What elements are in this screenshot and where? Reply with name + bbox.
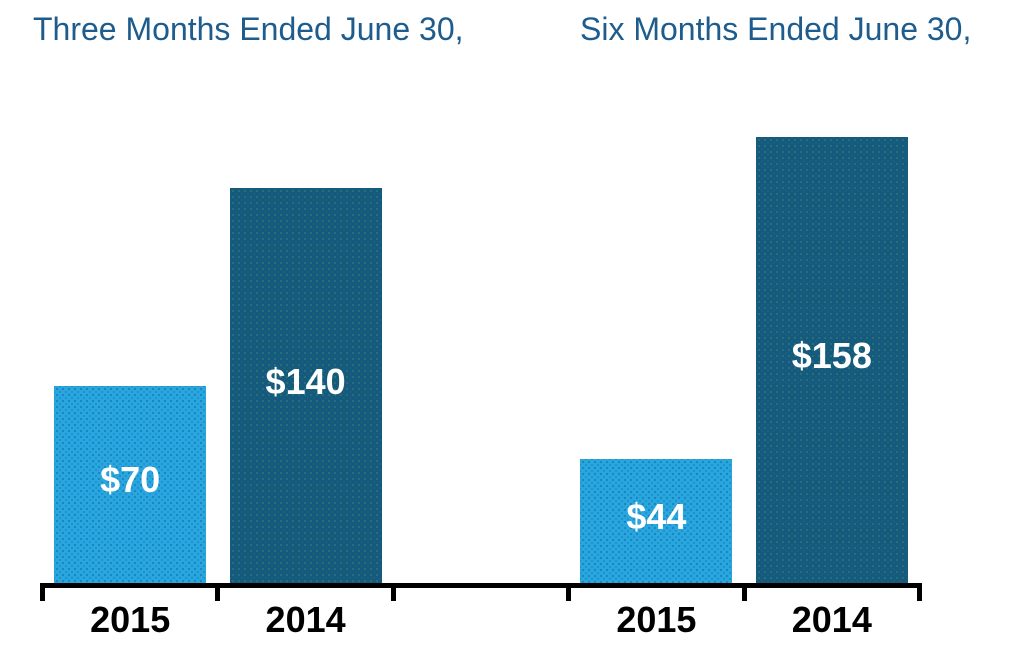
chart-title-six-months: Six Months Ended June 30, (580, 11, 972, 47)
x-axis-tick (917, 583, 922, 601)
bar-value-label-six-months-2015: $44 (626, 495, 687, 537)
x-axis-line (40, 583, 922, 588)
x-axis-category-label-six-months-2015: 2015 (616, 599, 697, 640)
bar-value-label-six-months-2014: $158 (791, 335, 872, 377)
x-axis-tick (741, 583, 747, 601)
chart-title-three-months: Three Months Ended June 30, (33, 11, 464, 47)
x-axis-tick (390, 583, 396, 601)
bar-six-months-2014: $158 (755, 137, 908, 583)
bar-six-months-2015: $44 (580, 458, 733, 583)
x-axis-category-label-three-months-2015: 2015 (90, 599, 171, 640)
bar-three-months-2015: $70 (54, 385, 207, 583)
x-axis-tick (40, 583, 45, 601)
x-axis-tick (566, 583, 572, 601)
x-axis-category-label-three-months-2014: 2014 (265, 599, 346, 640)
bar-value-label-three-months-2014: $140 (265, 360, 346, 402)
x-axis-category-label-six-months-2014: 2014 (791, 599, 872, 640)
bar-three-months-2014: $140 (229, 188, 382, 583)
x-axis-tick (215, 583, 221, 601)
bar-value-label-three-months-2015: $70 (100, 459, 161, 501)
